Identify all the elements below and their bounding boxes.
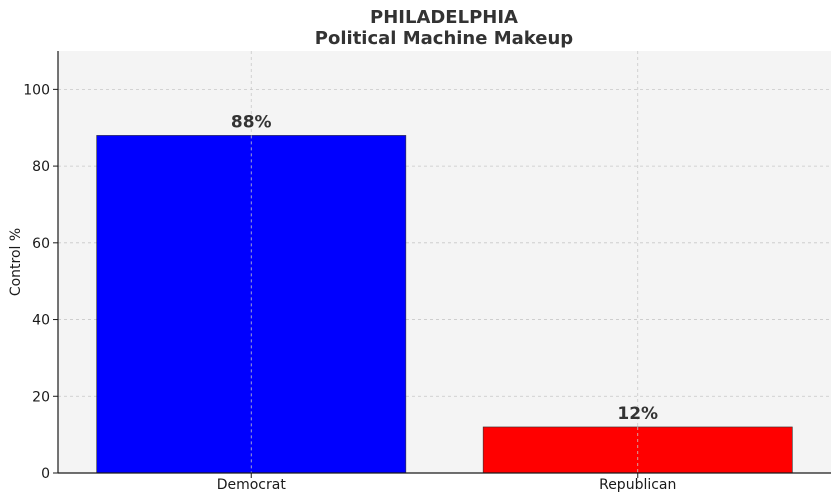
y-tick-label: 100	[23, 82, 50, 98]
y-tick-label: 40	[32, 313, 50, 329]
chart-title: PHILADELPHIA	[370, 7, 518, 28]
y-ticks: 0 20 40 60 80 100	[23, 82, 58, 482]
x-tick-label-republican: Republican	[599, 477, 676, 493]
y-tick-label: 0	[41, 466, 50, 482]
y-tick-label: 60	[32, 236, 50, 252]
data-labels: 88% 12%	[231, 112, 658, 424]
x-ticks: Democrat Republican	[217, 473, 676, 493]
y-axis-label: Control %	[8, 228, 24, 296]
x-tick-label-democrat: Democrat	[217, 477, 287, 493]
y-tick-label: 80	[32, 159, 50, 175]
data-label-republican: 12%	[617, 404, 658, 424]
bars	[96, 135, 793, 474]
y-tick-label: 20	[32, 389, 50, 405]
data-label-democrat: 88%	[231, 112, 272, 132]
chart-subtitle: Political Machine Makeup	[315, 28, 573, 49]
